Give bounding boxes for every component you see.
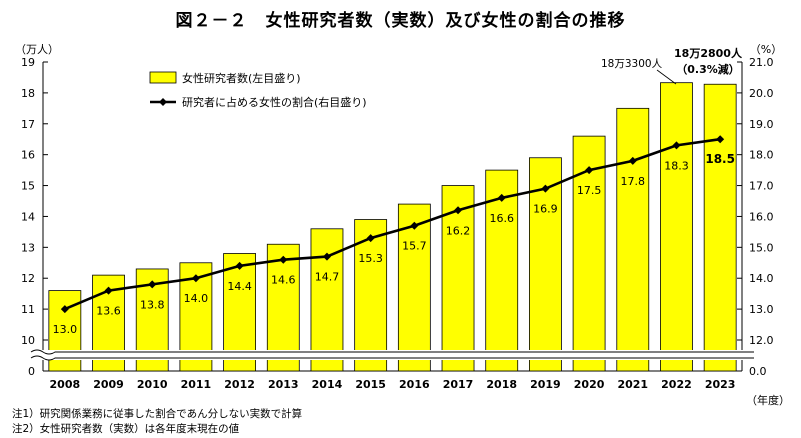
bar [441, 185, 475, 372]
x-tick-label: 2023 [705, 378, 736, 391]
data-label: 18.3 [664, 159, 689, 172]
y-right-tick-label: 19.0 [749, 118, 774, 131]
y-left-tick-label: 14 [21, 210, 35, 223]
data-label: 16.9 [533, 203, 558, 216]
axis-break-mask [31, 350, 754, 360]
y-left-tick-label: 13 [21, 241, 35, 254]
y-right-tick-label: 13.0 [749, 303, 774, 316]
data-label: 13.0 [53, 323, 78, 336]
line-point [672, 141, 681, 150]
data-label: 14.6 [271, 274, 296, 287]
x-tick-label: 2012 [224, 378, 255, 391]
line-point [585, 166, 594, 175]
annotation-prev-value: 18万3300人 [601, 58, 663, 70]
line-point [366, 234, 375, 243]
legend-label-bar: 女性研究者数(左目盛り) [182, 71, 301, 85]
data-label: 13.6 [96, 305, 121, 318]
bar [616, 107, 650, 372]
x-tick-label: 2009 [93, 378, 124, 391]
x-axis-label: （年度） [746, 393, 790, 407]
bar [354, 219, 388, 372]
annotation-latest-value: 18万2800人 [674, 47, 742, 60]
y-right-tick-label: 12.0 [749, 334, 774, 347]
line-point [235, 261, 244, 270]
x-tick-label: 2008 [50, 378, 81, 391]
bar [703, 83, 737, 372]
line-point [410, 221, 419, 230]
line-point [541, 184, 550, 193]
axis-break-line-top [30, 349, 754, 355]
data-label: 13.8 [140, 298, 165, 311]
line-point [497, 193, 506, 202]
bar [485, 169, 519, 372]
y-right-tick-label: 20.0 [749, 87, 774, 100]
footnote-2: 注2）女性研究者数（実数）は各年度末現在の値 [12, 423, 240, 435]
line-point [322, 252, 331, 261]
line-point [104, 286, 113, 295]
x-tick-label: 2016 [399, 378, 430, 391]
y-left-tick-label: 10 [21, 334, 35, 347]
y-left-tick-label: 16 [21, 149, 35, 162]
x-tick-label: 2011 [181, 378, 212, 391]
y-right-label: （%） [750, 43, 782, 56]
data-label: 14.4 [227, 280, 252, 293]
y-right-tick-label: 21.0 [749, 56, 774, 69]
line-point [454, 206, 463, 215]
data-label: 17.5 [577, 184, 602, 197]
x-tick-label: 2014 [312, 378, 343, 391]
y-left-label: （万人） [15, 43, 59, 56]
chart-title: 図２－２ 女性研究者数（実数）及び女性の割合の推移 [175, 11, 626, 31]
legend-swatch-bar [149, 71, 177, 84]
line-point [148, 280, 157, 289]
y-right-tick-label: 18.0 [749, 149, 774, 162]
y-left-tick-label: 17 [21, 118, 35, 131]
data-label: 14.7 [315, 271, 340, 284]
line-point [279, 255, 288, 264]
data-label: 16.2 [446, 224, 471, 237]
annotation-arrow-prev [656, 69, 677, 85]
x-tick-label: 2015 [355, 378, 386, 391]
bar [266, 243, 300, 372]
x-tick-label: 2020 [574, 378, 605, 391]
annotation-latest-change: （0.3%減） [676, 63, 740, 76]
x-tick-label: 2018 [486, 378, 517, 391]
x-tick-label: 2013 [268, 378, 299, 391]
y-right-tick-label: 16.0 [749, 210, 774, 223]
y-left-tick-label: 0 [28, 365, 35, 378]
bar [660, 82, 693, 372]
y-left-tick-label: 15 [21, 180, 35, 193]
y-left-tick-label: 19 [21, 56, 35, 69]
legend-swatch-marker [159, 98, 167, 106]
y-right-tick-label: 14.0 [749, 272, 774, 285]
line-point [60, 305, 69, 314]
data-label: 18.5 [705, 152, 735, 166]
line-point [628, 156, 637, 165]
data-label: 17.8 [621, 175, 646, 188]
data-label: 15.7 [402, 240, 427, 253]
x-tick-label: 2010 [137, 378, 168, 391]
bar [529, 157, 562, 372]
y-right-tick-label: 17.0 [749, 180, 774, 193]
legend-label-line: 研究者に占める女性の割合(右目盛り) [182, 95, 367, 109]
y-right-tick-label: 0.0 [749, 365, 767, 378]
data-label: 16.6 [489, 212, 514, 225]
x-tick-label: 2017 [443, 378, 474, 391]
y-left-tick-label: 11 [21, 303, 35, 316]
x-tick-label: 2019 [530, 378, 561, 391]
bar [397, 203, 431, 372]
x-tick-label: 2022 [661, 378, 692, 391]
series-line [64, 137, 721, 311]
bar [310, 228, 344, 372]
y-right-tick-label: 15.0 [749, 241, 774, 254]
line-point [716, 135, 725, 144]
axis-break-line-bottom [30, 355, 754, 361]
x-tick-label: 2021 [617, 378, 648, 391]
y-left-tick-label: 12 [21, 272, 35, 285]
data-label: 14.0 [184, 292, 209, 305]
y-left-tick-label: 18 [21, 87, 35, 100]
line-point [191, 274, 200, 283]
data-label: 15.3 [358, 252, 383, 265]
footnote-1: 注1）研究関係業務に従事した割合であん分しない実数で計算 [12, 408, 303, 420]
